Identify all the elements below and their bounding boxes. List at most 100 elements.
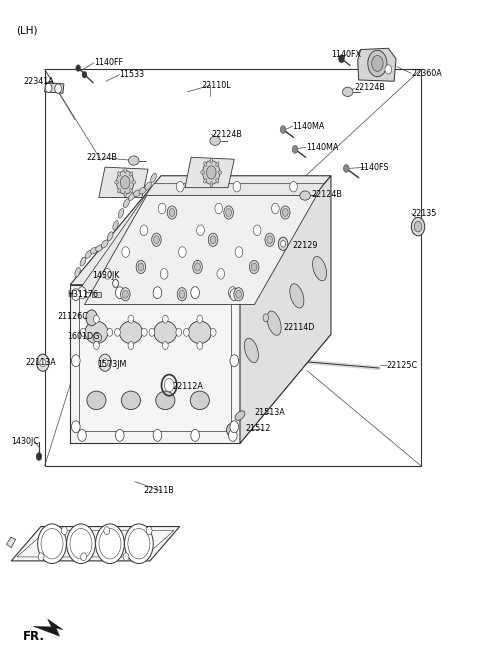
Ellipse shape <box>129 156 139 166</box>
Text: 22124B: 22124B <box>86 154 117 162</box>
Circle shape <box>228 430 237 442</box>
Text: 1601DG: 1601DG <box>67 332 99 341</box>
Circle shape <box>120 288 130 301</box>
Circle shape <box>76 65 81 71</box>
Circle shape <box>224 206 233 219</box>
Polygon shape <box>70 175 331 285</box>
Circle shape <box>272 203 279 214</box>
Text: 22124B: 22124B <box>312 191 343 199</box>
Circle shape <box>140 225 148 236</box>
Circle shape <box>191 430 199 442</box>
Circle shape <box>252 263 257 271</box>
Circle shape <box>86 310 97 326</box>
Ellipse shape <box>130 189 133 193</box>
Polygon shape <box>6 538 16 547</box>
FancyBboxPatch shape <box>92 292 101 297</box>
Ellipse shape <box>101 240 108 248</box>
Circle shape <box>55 84 61 93</box>
Text: 1430JC: 1430JC <box>11 438 39 446</box>
Circle shape <box>153 430 162 442</box>
Circle shape <box>122 291 128 298</box>
Circle shape <box>154 236 159 244</box>
Text: 22341A: 22341A <box>24 77 54 86</box>
Ellipse shape <box>151 173 156 183</box>
Circle shape <box>338 55 344 63</box>
Circle shape <box>81 553 86 561</box>
Text: 1140MA: 1140MA <box>293 122 325 130</box>
Circle shape <box>236 291 241 298</box>
Polygon shape <box>99 167 148 197</box>
Circle shape <box>153 287 162 299</box>
Circle shape <box>78 287 86 299</box>
Ellipse shape <box>210 181 213 187</box>
Circle shape <box>414 221 422 232</box>
Polygon shape <box>84 195 317 305</box>
Circle shape <box>179 247 186 258</box>
Text: 1140FS: 1140FS <box>359 163 388 171</box>
Circle shape <box>116 287 124 299</box>
Circle shape <box>176 328 181 336</box>
Circle shape <box>193 260 202 273</box>
Circle shape <box>208 233 218 246</box>
Circle shape <box>96 524 124 563</box>
Ellipse shape <box>107 232 113 241</box>
Text: 1140MA: 1140MA <box>306 143 338 152</box>
Polygon shape <box>77 183 324 293</box>
Circle shape <box>278 237 288 250</box>
Circle shape <box>72 355 80 367</box>
Text: 22113A: 22113A <box>25 358 56 367</box>
Circle shape <box>94 315 99 323</box>
Circle shape <box>197 342 203 350</box>
Text: 1140FX: 1140FX <box>331 50 361 60</box>
Circle shape <box>280 206 290 219</box>
Circle shape <box>72 289 80 301</box>
Ellipse shape <box>87 391 106 410</box>
Ellipse shape <box>145 182 151 190</box>
Text: 11533: 11533 <box>120 70 144 79</box>
Ellipse shape <box>128 193 135 201</box>
Circle shape <box>282 209 288 216</box>
Circle shape <box>292 146 298 154</box>
Polygon shape <box>11 526 180 561</box>
Ellipse shape <box>75 267 80 277</box>
Circle shape <box>67 524 96 563</box>
Text: 22129: 22129 <box>293 240 318 250</box>
Circle shape <box>61 527 67 535</box>
Circle shape <box>116 430 124 442</box>
Ellipse shape <box>210 136 220 146</box>
Text: 22124B: 22124B <box>355 83 386 93</box>
Ellipse shape <box>300 191 311 200</box>
Polygon shape <box>33 619 63 636</box>
Circle shape <box>113 279 119 287</box>
Circle shape <box>36 453 42 461</box>
Text: 1430JK: 1430JK <box>93 271 120 280</box>
Circle shape <box>253 225 261 236</box>
Ellipse shape <box>120 321 143 344</box>
Circle shape <box>162 315 168 323</box>
Ellipse shape <box>235 411 245 420</box>
Text: H31176: H31176 <box>68 289 99 299</box>
Ellipse shape <box>218 171 222 174</box>
Ellipse shape <box>216 162 219 166</box>
Polygon shape <box>45 83 64 93</box>
Circle shape <box>38 553 44 561</box>
Ellipse shape <box>96 245 103 252</box>
Ellipse shape <box>210 158 213 164</box>
Circle shape <box>265 233 275 246</box>
Circle shape <box>217 269 225 279</box>
Ellipse shape <box>204 162 207 166</box>
Circle shape <box>82 71 87 78</box>
Circle shape <box>72 421 80 433</box>
Ellipse shape <box>118 189 120 193</box>
Ellipse shape <box>115 181 119 184</box>
Polygon shape <box>358 48 396 81</box>
Ellipse shape <box>118 171 120 176</box>
Ellipse shape <box>156 391 175 410</box>
Circle shape <box>343 165 349 173</box>
Circle shape <box>290 181 297 192</box>
Circle shape <box>107 328 113 336</box>
Circle shape <box>128 315 134 323</box>
Circle shape <box>191 287 199 299</box>
Circle shape <box>195 263 200 271</box>
Ellipse shape <box>90 248 97 254</box>
